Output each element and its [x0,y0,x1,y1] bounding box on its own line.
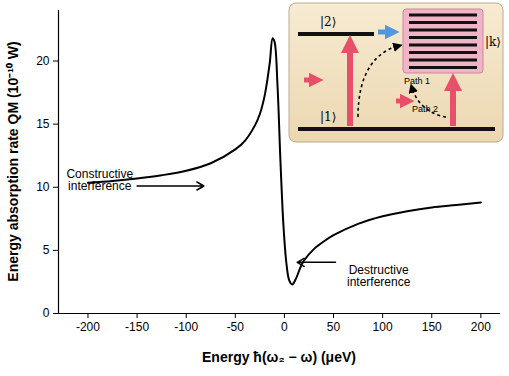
svg-text:50: 50 [327,320,341,334]
svg-text:15: 15 [36,117,50,131]
svg-text:|1⟩: |1⟩ [320,110,336,124]
svg-text:Energy ħ(ω₂ − ω) (μeV): Energy ħ(ω₂ − ω) (μeV) [202,349,356,365]
svg-text:0: 0 [43,306,50,320]
svg-text:|k⟩: |k⟩ [485,35,501,49]
svg-text:20: 20 [36,54,50,68]
svg-text:|2⟩: |2⟩ [320,15,336,29]
svg-text:-200: -200 [76,320,100,334]
svg-text:-100: -100 [174,320,198,334]
svg-text:Path 2: Path 2 [412,104,438,114]
svg-text:200: 200 [471,320,491,334]
svg-text:Path 1: Path 1 [404,76,430,86]
svg-text:-150: -150 [125,320,149,334]
svg-text:Destructiveinterference: Destructiveinterference [347,263,411,289]
svg-text:Constructiveinterference: Constructiveinterference [66,167,133,193]
svg-text:10: 10 [36,180,50,194]
svg-text:100: 100 [373,320,393,334]
svg-text:Energy absorption rate QM (10⁻: Energy absorption rate QM (10⁻¹⁰ W) [5,41,21,281]
svg-text:0: 0 [281,320,288,334]
svg-text:5: 5 [43,243,50,257]
svg-text:150: 150 [422,320,442,334]
svg-text:-50: -50 [227,320,245,334]
